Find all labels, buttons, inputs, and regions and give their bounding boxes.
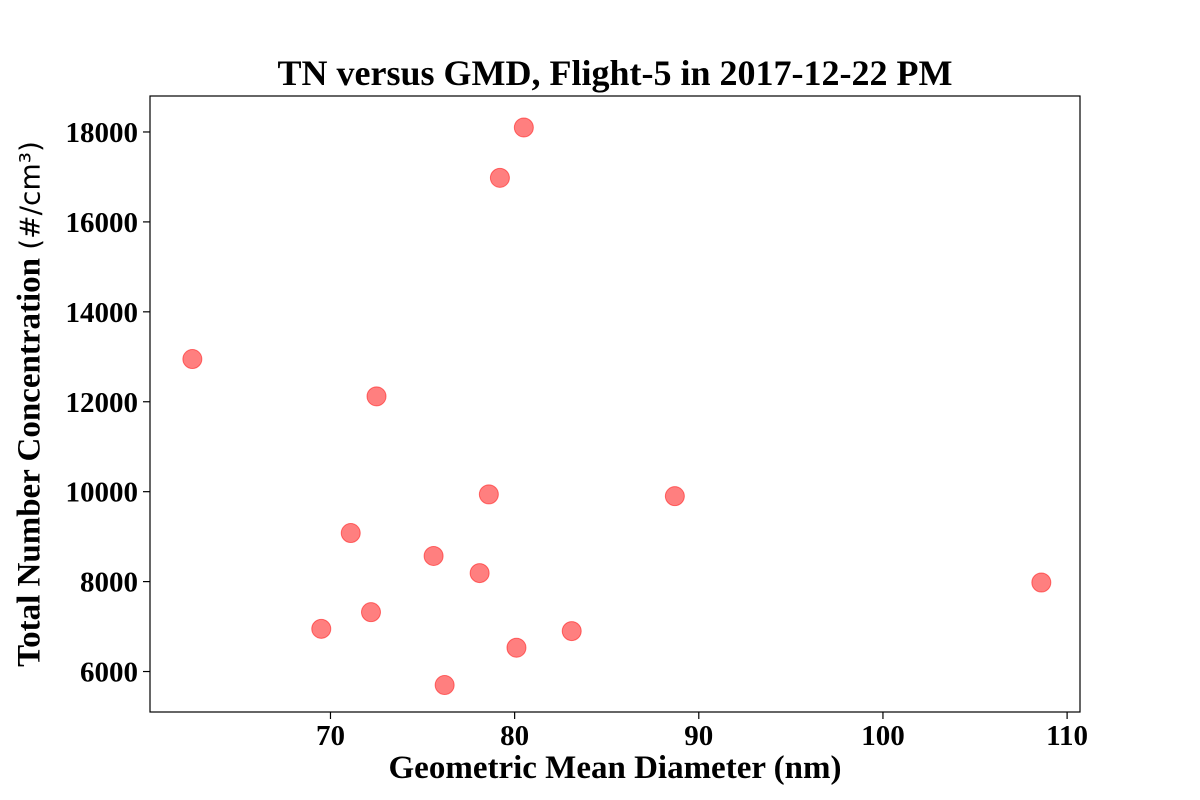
y-tick-label: 12000 xyxy=(66,387,139,419)
x-tick-label: 110 xyxy=(1046,720,1088,752)
plot-frame xyxy=(149,95,1081,713)
x-tick-label: 90 xyxy=(684,720,713,752)
scatter-point xyxy=(561,621,582,642)
scatter-point xyxy=(182,349,203,370)
x-tick-label: 70 xyxy=(316,720,345,752)
scatter-point xyxy=(506,637,527,658)
x-tick-label: 100 xyxy=(861,720,905,752)
scatter-point xyxy=(366,386,387,407)
scatter-point xyxy=(1031,572,1052,593)
y-tick-label: 8000 xyxy=(80,567,138,599)
y-tick-label: 18000 xyxy=(66,117,139,149)
y-tick-label: 16000 xyxy=(66,207,139,239)
y-tick-label: 14000 xyxy=(66,297,139,329)
scatter-point xyxy=(311,618,332,639)
scatter-point xyxy=(423,545,444,566)
scatter-point xyxy=(664,486,685,507)
scatter-point xyxy=(340,523,361,544)
scatter-point xyxy=(360,602,381,623)
scatter-point xyxy=(434,675,455,696)
chart-title: TN versus GMD, Flight-5 in 2017-12-22 PM xyxy=(277,53,953,93)
scatter-point xyxy=(489,167,510,188)
y-tick-label: 6000 xyxy=(80,657,138,689)
scatter-point xyxy=(513,117,534,138)
y-tick-label: 10000 xyxy=(66,477,139,509)
scatter-point xyxy=(478,484,499,505)
scatter-point xyxy=(469,563,490,584)
x-tick-label: 80 xyxy=(500,720,529,752)
x-axis-label: Geometric Mean Diameter (nm) xyxy=(388,750,842,786)
